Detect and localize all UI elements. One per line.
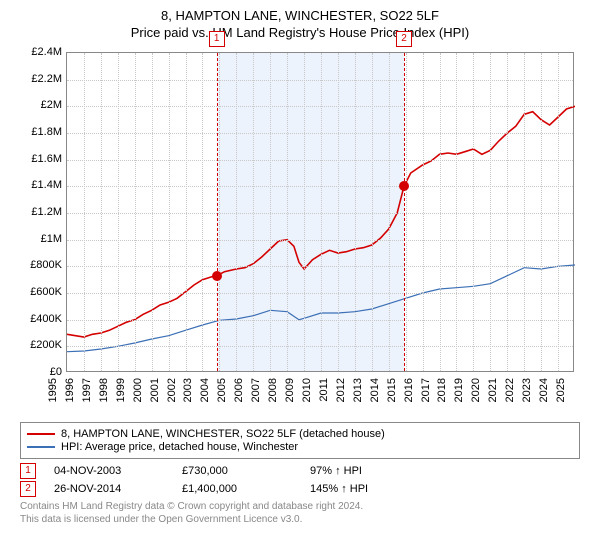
y-gridline: [67, 293, 573, 294]
x-gridline: [236, 53, 237, 371]
x-gridline: [490, 53, 491, 371]
y-tick-label: £2M: [20, 99, 62, 111]
x-gridline: [135, 53, 136, 371]
y-gridline: [67, 266, 573, 267]
sale-marker: [212, 271, 222, 281]
sale-pct: 145% ↑ HPI: [310, 483, 420, 495]
sale-index: 2: [20, 481, 36, 497]
x-gridline: [253, 53, 254, 371]
y-gridline: [67, 346, 573, 347]
y-tick-label: £1.4M: [20, 179, 62, 191]
x-axis-ticks: 1995199619971998199920002001200220032004…: [66, 376, 574, 416]
sale-vline: [404, 53, 405, 371]
legend-swatch: [27, 433, 55, 435]
x-gridline: [355, 53, 356, 371]
y-gridline: [67, 320, 573, 321]
y-tick-label: £200K: [20, 339, 62, 351]
legend-label: HPI: Average price, detached house, Winc…: [61, 441, 298, 453]
y-gridline: [67, 160, 573, 161]
x-gridline: [389, 53, 390, 371]
x-gridline: [118, 53, 119, 371]
x-gridline: [186, 53, 187, 371]
x-gridline: [219, 53, 220, 371]
x-gridline: [440, 53, 441, 371]
x-gridline: [423, 53, 424, 371]
y-gridline: [67, 186, 573, 187]
y-tick-label: £2.2M: [20, 73, 62, 85]
sale-row: 1 04-NOV-2003 £730,000 97% ↑ HPI: [20, 463, 580, 479]
x-gridline: [507, 53, 508, 371]
legend-swatch: [27, 446, 55, 448]
sale-flag: 1: [209, 31, 225, 47]
x-gridline: [558, 53, 559, 371]
x-gridline: [84, 53, 85, 371]
sale-marker: [399, 181, 409, 191]
legend-label: 8, HAMPTON LANE, WINCHESTER, SO22 5LF (d…: [61, 428, 385, 440]
page-subtitle: Price paid vs. HM Land Registry's House …: [12, 25, 588, 40]
sale-price: £1,400,000: [182, 483, 292, 495]
price-chart: 12 1995199619971998199920002001200220032…: [20, 46, 580, 418]
y-tick-label: £0: [20, 366, 62, 378]
x-gridline: [287, 53, 288, 371]
x-gridline: [101, 53, 102, 371]
sale-vline: [217, 53, 218, 371]
x-gridline: [321, 53, 322, 371]
y-tick-label: £800K: [20, 259, 62, 271]
sale-price: £730,000: [182, 465, 292, 477]
x-gridline: [338, 53, 339, 371]
plot-area: 12: [66, 52, 574, 372]
y-gridline: [67, 240, 573, 241]
x-gridline: [372, 53, 373, 371]
x-gridline: [304, 53, 305, 371]
legend-item: HPI: Average price, detached house, Winc…: [27, 441, 573, 453]
y-tick-label: £1.2M: [20, 206, 62, 218]
x-gridline: [524, 53, 525, 371]
y-tick-label: £1.8M: [20, 126, 62, 138]
x-gridline: [202, 53, 203, 371]
x-gridline: [406, 53, 407, 371]
legend-item: 8, HAMPTON LANE, WINCHESTER, SO22 5LF (d…: [27, 428, 573, 440]
sales-table: 1 04-NOV-2003 £730,000 97% ↑ HPI 2 26-NOV-201…: [20, 463, 580, 497]
x-tick-label: 2025: [555, 378, 593, 402]
y-tick-label: £1M: [20, 233, 62, 245]
y-tick-label: £600K: [20, 286, 62, 298]
footer: Contains HM Land Registry data © Crown c…: [20, 501, 580, 526]
sale-date: 26-NOV-2014: [54, 483, 164, 495]
sale-pct: 97% ↑ HPI: [310, 465, 420, 477]
sale-flag: 2: [396, 31, 412, 47]
page-title: 8, HAMPTON LANE, WINCHESTER, SO22 5LF: [12, 8, 588, 23]
y-gridline: [67, 213, 573, 214]
y-tick-label: £400K: [20, 313, 62, 325]
x-gridline: [169, 53, 170, 371]
legend: 8, HAMPTON LANE, WINCHESTER, SO22 5LF (d…: [20, 422, 580, 459]
x-gridline: [270, 53, 271, 371]
x-gridline: [152, 53, 153, 371]
sale-date: 04-NOV-2003: [54, 465, 164, 477]
sale-row: 2 26-NOV-2014 £1,400,000 145% ↑ HPI: [20, 481, 580, 497]
x-gridline: [541, 53, 542, 371]
x-gridline: [456, 53, 457, 371]
y-tick-label: £1.6M: [20, 153, 62, 165]
footer-line: This data is licensed under the Open Gov…: [20, 514, 580, 527]
y-gridline: [67, 106, 573, 107]
footer-line: Contains HM Land Registry data © Crown c…: [20, 501, 580, 514]
y-tick-label: £2.4M: [20, 46, 62, 58]
x-gridline: [473, 53, 474, 371]
y-gridline: [67, 133, 573, 134]
sale-index: 1: [20, 463, 36, 479]
y-gridline: [67, 80, 573, 81]
